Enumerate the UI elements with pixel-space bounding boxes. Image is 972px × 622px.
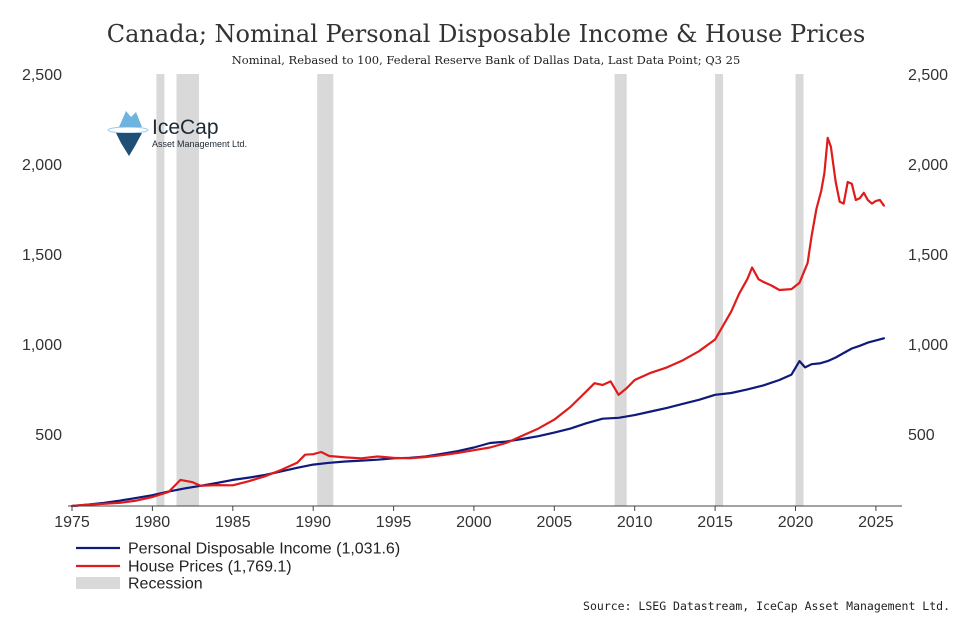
y-tick-label-left-1000: 1,000	[22, 337, 62, 354]
legend-swatch-2	[76, 577, 120, 589]
y-tick-label-right-1000: 1,000	[908, 337, 948, 354]
x-tick-label-1995: 1995	[376, 514, 412, 531]
logo-iceberg-top-icon	[119, 111, 142, 127]
y-tick-labels-right: 500 1,000 1,500 2,000 2,500	[908, 67, 948, 444]
x-tick-label-2025: 2025	[858, 514, 894, 531]
y-tick-label-left-2500: 2,500	[22, 67, 62, 84]
x-tick-label-1980: 1980	[135, 514, 171, 531]
y-tick-label-right-2000: 2,000	[908, 157, 948, 174]
legend: Personal Disposable Income (1,031.6)Hous…	[76, 541, 400, 593]
recession-band-0	[156, 74, 165, 506]
x-tick-label-2020: 2020	[778, 514, 814, 531]
recession-band-2	[317, 74, 334, 506]
y-tick-label-left-500: 500	[35, 427, 62, 444]
x-tick-marks	[71, 506, 877, 511]
chart-subtitle: Nominal, Rebased to 100, Federal Reserve…	[232, 53, 741, 67]
x-tick-label-2005: 2005	[537, 514, 573, 531]
y-tick-label-left-2000: 2,000	[22, 157, 62, 174]
series-lines	[70, 136, 885, 508]
y-tick-label-right-500: 500	[908, 427, 935, 444]
x-tick-label-2015: 2015	[697, 514, 733, 531]
recession-band-4	[715, 74, 724, 506]
logo-iceberg-bottom-icon	[116, 133, 142, 156]
x-tick-label-1975: 1975	[54, 514, 90, 531]
source-note: Source: LSEG Datastream, IceCap Asset Ma…	[583, 599, 950, 613]
x-tick-label-2000: 2000	[456, 514, 492, 531]
legend-label-2: Recession	[128, 576, 203, 593]
logo-tagline: Asset Management Ltd.	[152, 139, 247, 149]
icecap-logo: IceCap Asset Management Ltd.	[107, 111, 247, 156]
series-line-house-prices	[70, 136, 885, 508]
y-tick-label-left-1500: 1,500	[22, 247, 62, 264]
series-line-income	[70, 337, 885, 508]
recession-band-3	[614, 74, 627, 506]
y-tick-label-right-2500: 2,500	[908, 67, 948, 84]
y-tick-label-right-1500: 1,500	[908, 247, 948, 264]
legend-label-0: Personal Disposable Income (1,031.6)	[128, 541, 400, 558]
x-tick-label-2010: 2010	[617, 514, 653, 531]
recession-band-5	[795, 74, 804, 506]
x-tick-labels: 1975 1980 1985 1990 1995 2000 2005 2010 2015 2020…	[54, 514, 894, 531]
y-tick-labels-left: 500 1,000 1,500 2,000 2,500	[22, 67, 62, 444]
recession-bands	[156, 74, 804, 506]
x-tick-label-1990: 1990	[295, 514, 331, 531]
recession-band-1	[176, 74, 199, 506]
x-tick-label-1985: 1985	[215, 514, 251, 531]
logo-name: IceCap	[152, 116, 219, 139]
chart-title: Canada; Nominal Personal Disposable Inco…	[107, 20, 866, 48]
logo-ring	[107, 126, 149, 134]
legend-label-1: House Prices (1,769.1)	[128, 559, 292, 576]
